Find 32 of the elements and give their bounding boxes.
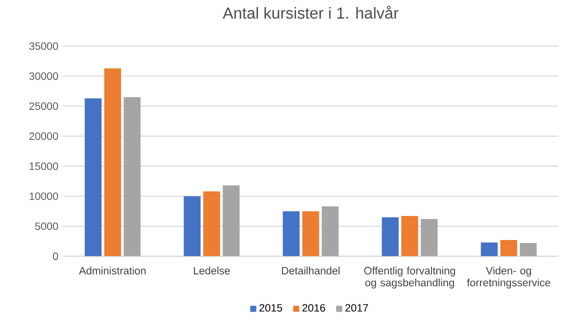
bar	[480, 242, 498, 256]
legend-label: 2015	[259, 304, 282, 312]
y-tick-label: 25000	[29, 102, 58, 110]
x-tick-label: Detailhandel	[282, 266, 340, 274]
y-tick-label: 20000	[29, 132, 58, 140]
bar	[382, 217, 399, 256]
bar	[222, 185, 240, 256]
bar	[84, 98, 102, 256]
y-tick-label: 15000	[30, 162, 58, 170]
bar	[420, 218, 438, 256]
y-tick-label: 10000	[30, 192, 58, 200]
bar	[124, 97, 141, 256]
bar	[302, 211, 320, 256]
bar	[401, 216, 418, 256]
bar	[322, 206, 339, 256]
bar	[520, 243, 537, 256]
bar	[104, 68, 122, 256]
legend-label: 2017	[345, 304, 368, 312]
legend-label: 2016	[302, 304, 326, 312]
x-tick-label: Administration	[79, 266, 146, 274]
y-tick-label: 30000	[29, 72, 58, 80]
bar	[184, 196, 201, 256]
bar	[500, 240, 518, 256]
chart-title: Antal kursister i 1. halvår	[222, 6, 398, 19]
y-tick-label: 0	[52, 252, 58, 260]
x-tick-label: Ledelse	[194, 266, 230, 274]
bar	[282, 211, 300, 256]
x-tick-label: Offentlig forvaltning og sagsbehandling	[364, 266, 456, 288]
y-tick-label: 5000	[35, 222, 58, 230]
x-tick-label: Viden- og forretningsservice	[466, 266, 550, 288]
y-tick-label: 35000	[29, 42, 58, 50]
bar	[203, 191, 220, 256]
